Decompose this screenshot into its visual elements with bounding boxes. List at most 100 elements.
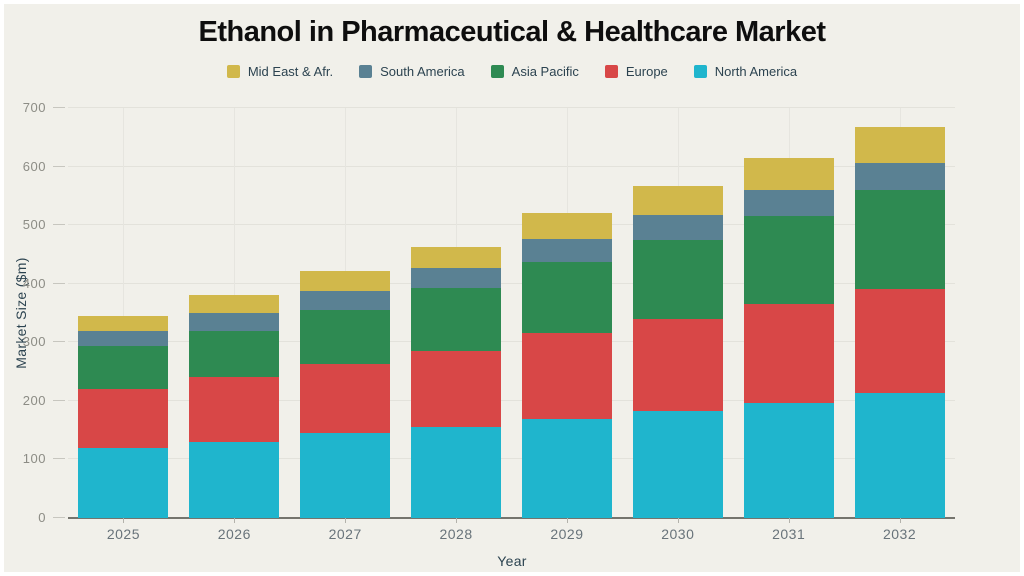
bar-segment: [632, 185, 723, 216]
bar-slot: [622, 108, 733, 518]
stacked-bar: [300, 270, 391, 518]
bar-slot: [512, 108, 623, 518]
bar-segment: [189, 330, 280, 378]
x-tick-label: 2026: [217, 526, 251, 542]
y-tick-mark: [53, 517, 65, 518]
legend-item: North America: [693, 64, 797, 79]
legend-item: Europe: [604, 64, 668, 79]
legend-item: Asia Pacific: [490, 64, 579, 79]
bar-segment: [300, 433, 391, 518]
h-gridline: [68, 458, 955, 460]
v-gridline: [123, 108, 125, 518]
stacked-bar: [854, 126, 945, 518]
legend-label: Asia Pacific: [511, 64, 579, 79]
bar-segment: [743, 402, 834, 518]
stacked-bar: [743, 158, 834, 518]
bar-segment: [300, 290, 391, 311]
y-tick-label: 700: [22, 100, 46, 115]
bar-segment: [300, 310, 391, 364]
legend-label: South America: [380, 64, 465, 79]
x-axis-line: [68, 517, 955, 519]
legend: Mid East & Afr. South America Asia Pacific…: [0, 64, 1024, 79]
bar-segment: [521, 213, 612, 240]
legend-swatch-icon: [693, 65, 707, 78]
chart-title: Ethanol in Pharmaceutical & Healthcare M…: [198, 16, 827, 48]
bar-segment: [521, 262, 612, 334]
legend-label: Europe: [625, 64, 668, 79]
x-tick-mark: [677, 518, 679, 523]
bar-segment: [411, 288, 502, 352]
y-tick-label: 400: [22, 275, 46, 291]
bar-segment: [300, 270, 391, 291]
bar-segment: [78, 389, 169, 448]
bar-segment: [521, 418, 612, 518]
y-tick-label: 500: [22, 217, 46, 233]
bar-segment: [854, 288, 945, 393]
stacked-bar: [189, 295, 280, 518]
bar-segment: [854, 163, 945, 190]
bar-slot: [290, 108, 401, 518]
x-tick-label: 2028: [439, 526, 473, 542]
bar-slot: [733, 108, 844, 518]
bar-segment: [189, 313, 280, 331]
x-tick-mark: [899, 518, 901, 523]
bar-segment: [743, 304, 834, 403]
x-tick-mark: [788, 518, 790, 523]
bar-segment: [521, 333, 612, 419]
y-tick-label: 0: [38, 510, 46, 525]
bar-segment: [78, 330, 169, 347]
legend-swatch-icon: [490, 65, 504, 78]
bar-segment: [411, 351, 502, 428]
bar-segment: [300, 363, 391, 434]
legend-label: Mid East & Afr.: [247, 64, 334, 79]
bar-segment: [743, 190, 834, 217]
x-tick-label: 2029: [550, 526, 584, 542]
h-gridline: [68, 282, 955, 284]
x-tick-label: 2025: [106, 526, 141, 542]
x-tick-label: 2027: [328, 526, 362, 542]
bar-segment: [632, 240, 723, 319]
y-tick-mark: [53, 282, 65, 284]
bar-segment: [78, 447, 169, 518]
legend-item: Mid East & Afr.: [226, 64, 334, 79]
stacked-bar: [78, 315, 169, 518]
x-tick-label: 2030: [661, 526, 695, 542]
bar-segment: [411, 246, 502, 268]
x-tick-label: 2032: [882, 526, 917, 542]
bar-segment: [854, 126, 945, 164]
legend-swatch-icon: [604, 65, 618, 78]
bar-segment: [632, 215, 723, 241]
bar-slot: [401, 108, 512, 518]
x-tick-mark: [234, 518, 236, 523]
x-axis-label: Year: [497, 553, 527, 569]
y-tick-mark: [53, 107, 65, 108]
bar-segment: [743, 216, 834, 305]
y-tick-mark: [53, 458, 65, 460]
x-tick-mark: [456, 518, 458, 523]
y-tick-mark: [53, 165, 65, 167]
y-axis-ticks: 0 100 200 300 400 500 600 700: [0, 100, 66, 525]
legend-item: South America: [359, 64, 465, 79]
bar-segment: [854, 392, 945, 518]
y-tick-label: 100: [22, 451, 46, 467]
h-gridline: [68, 341, 955, 343]
bar-segment: [743, 158, 834, 190]
chart-background: [4, 4, 1020, 572]
x-tick-label: 2031: [772, 526, 806, 542]
bar-segment: [78, 315, 169, 331]
bar-segment: [854, 190, 945, 289]
y-tick-mark: [53, 341, 65, 343]
x-tick-mark: [345, 518, 347, 523]
h-gridline: [68, 224, 955, 226]
bar-slot: [68, 108, 179, 518]
h-gridline: [68, 165, 955, 167]
y-tick-mark: [53, 399, 65, 401]
legend-swatch-icon: [359, 65, 373, 78]
x-tick-mark: [566, 518, 568, 523]
y-tick-label: 600: [22, 158, 46, 174]
plot-area: [68, 107, 955, 523]
bar-segment: [411, 267, 502, 289]
legend-swatch-icon: [226, 65, 240, 78]
h-gridline: [68, 107, 955, 108]
bar-segment: [411, 427, 502, 518]
